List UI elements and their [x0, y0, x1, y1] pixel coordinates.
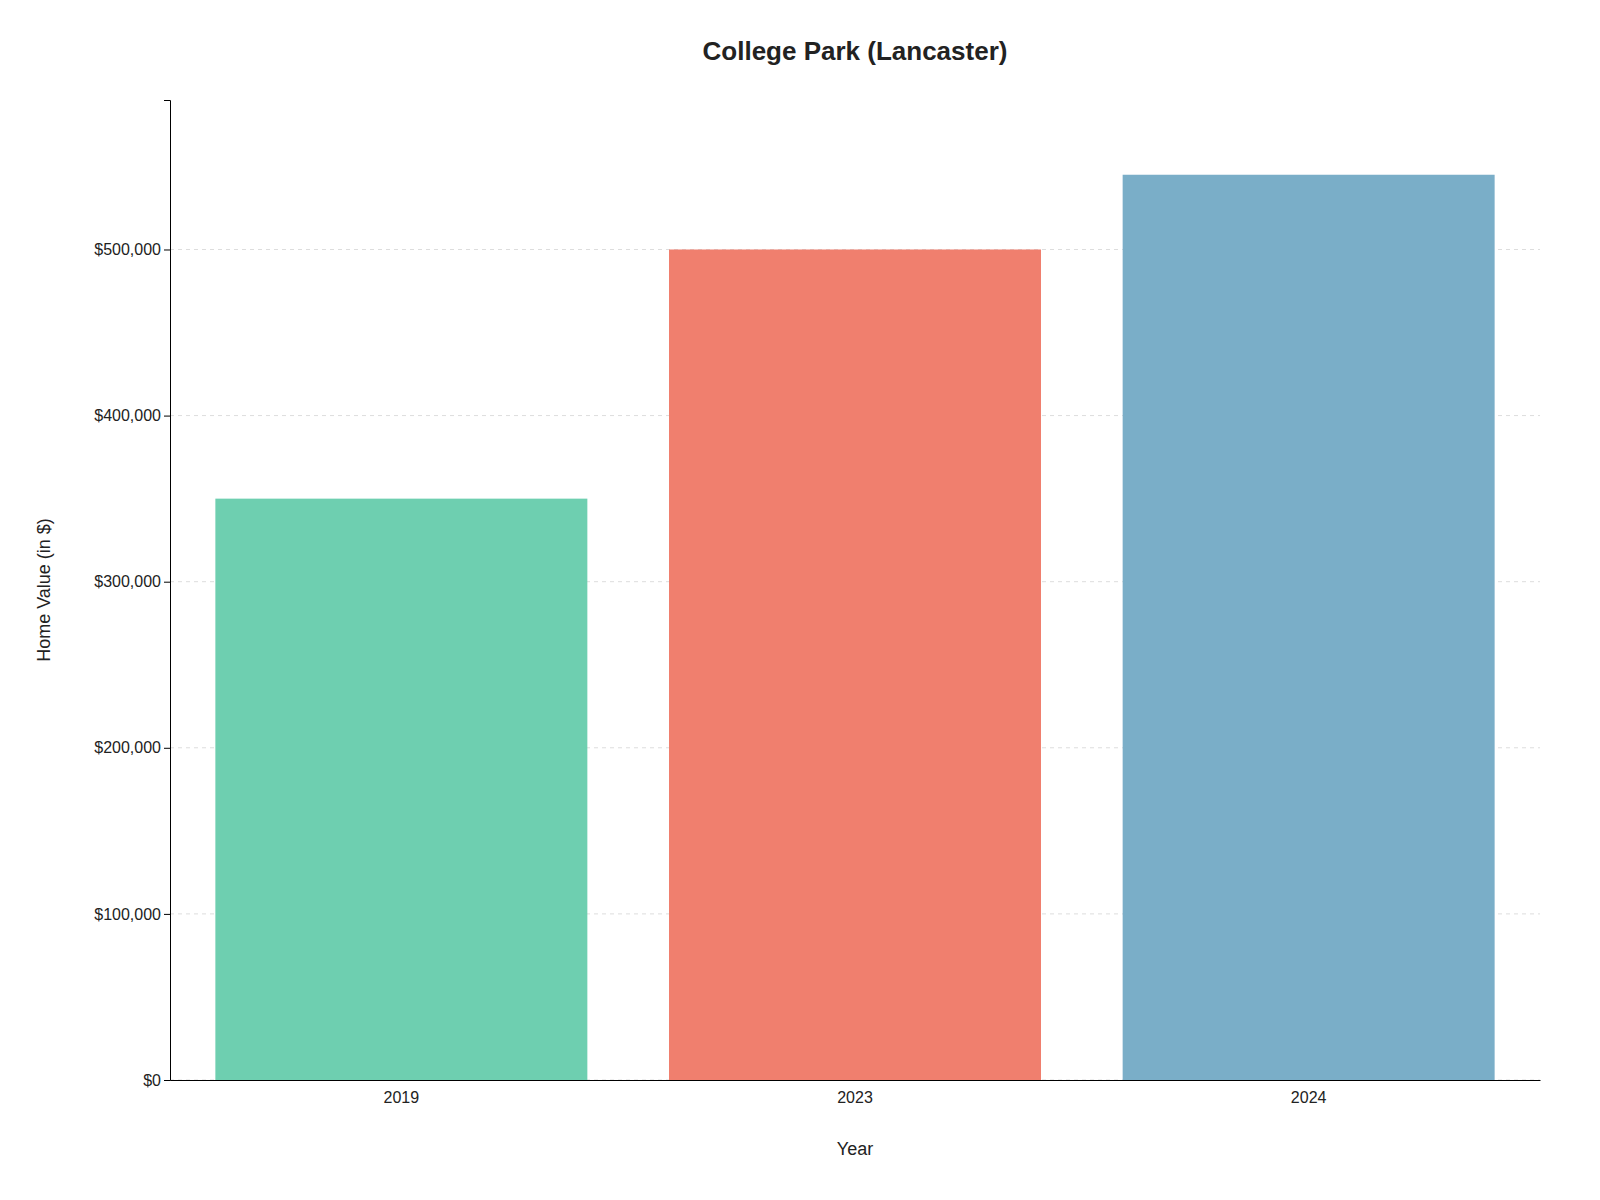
- y-tick-label: $500,000: [94, 241, 161, 258]
- x-axis-line: [171, 1080, 1541, 1081]
- plot-area: [215, 175, 1494, 1080]
- y-tick-label: $200,000: [94, 739, 161, 756]
- y-axis: $0 $100,000 $200,000 $300,000 $400,000 $500,0…: [94, 101, 170, 1089]
- x-tick-label: 2023: [837, 1089, 873, 1106]
- y-tick-label: $300,000: [94, 573, 161, 590]
- y-tick: $500,000: [94, 241, 170, 258]
- y-tick-mark: [164, 748, 170, 749]
- y-tick: $400,000: [94, 407, 170, 424]
- y-tick-mark: [164, 416, 170, 417]
- y-axis-line: [164, 101, 171, 1081]
- y-tick-mark: [164, 249, 170, 250]
- bar: [669, 249, 1041, 1080]
- chart-title: College Park (Lancaster): [703, 36, 1008, 66]
- bar: [1123, 175, 1495, 1080]
- y-tick-mark: [164, 582, 170, 583]
- x-tick-label: 2019: [384, 1089, 420, 1106]
- chart-container: $0 $100,000 $200,000 $300,000 $400,000 $500,0…: [0, 0, 1600, 1200]
- x-tick: 2019: [384, 1089, 420, 1106]
- chart-svg: $0 $100,000 $200,000 $300,000 $400,000 $500,0…: [0, 0, 1600, 1200]
- x-axis: 2019 2023 2024: [171, 1081, 1541, 1107]
- y-axis-title: Home Value (in $): [34, 518, 54, 662]
- y-tick: $200,000: [94, 739, 170, 756]
- y-tick: $100,000: [94, 906, 170, 923]
- y-tick-label: $100,000: [94, 906, 161, 923]
- x-tick: 2023: [837, 1089, 873, 1106]
- y-tick: $0: [143, 1072, 170, 1089]
- bar: [215, 499, 587, 1080]
- x-tick-label: 2024: [1291, 1089, 1327, 1106]
- y-tick: $300,000: [94, 573, 170, 590]
- y-tick-label: $0: [143, 1072, 161, 1089]
- y-tick-label: $400,000: [94, 407, 161, 424]
- y-tick-mark: [164, 1080, 170, 1081]
- y-tick-mark: [164, 914, 170, 915]
- x-tick: 2024: [1291, 1089, 1327, 1106]
- x-axis-title: Year: [837, 1139, 873, 1159]
